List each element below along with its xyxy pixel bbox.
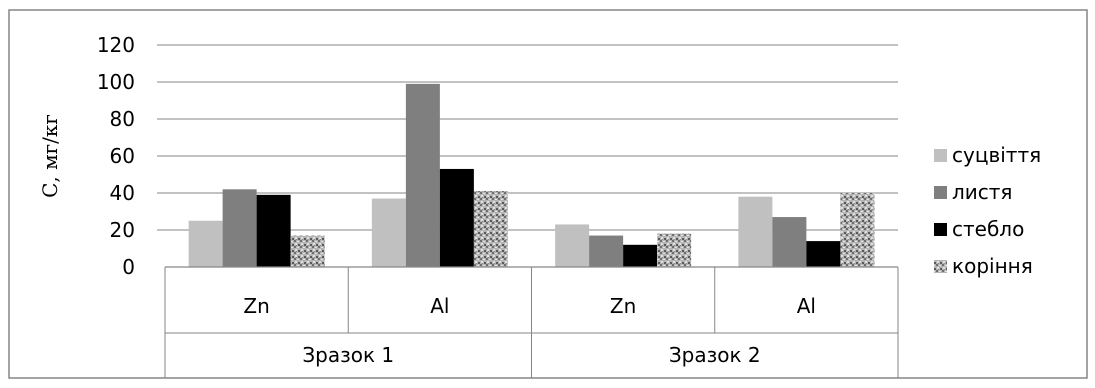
legend-swatch <box>934 260 947 273</box>
x-category-label: Al <box>430 294 449 318</box>
legend-label: стебло <box>952 217 1024 241</box>
y-axis-label: С, мг/кг <box>38 114 62 198</box>
y-tick-label: 60 <box>110 144 135 168</box>
legend-swatch <box>934 223 947 236</box>
bar <box>657 233 692 267</box>
x-group-label: Зразок 1 <box>302 343 394 367</box>
bar <box>738 196 773 267</box>
x-category-label: Al <box>797 294 816 318</box>
legend-swatch <box>934 149 947 162</box>
x-group-label: Зразок 2 <box>669 343 761 367</box>
x-category-label: Zn <box>243 294 269 318</box>
legend-label: листя <box>952 180 1012 204</box>
y-tick-label: 120 <box>97 33 135 57</box>
bar <box>623 244 658 267</box>
y-tick-label: 0 <box>122 255 135 279</box>
y-tick-label: 80 <box>110 107 135 131</box>
bar <box>806 241 841 267</box>
legend-swatch <box>934 186 947 199</box>
bar <box>405 83 440 267</box>
bar <box>188 220 223 267</box>
bar <box>589 235 624 267</box>
x-category-label: Zn <box>610 294 636 318</box>
y-tick-label: 100 <box>97 70 135 94</box>
labels: 0 20 40 60 80 100 120 С, мг/кг Zn Al Zn Al Зразок 1 З… <box>38 33 816 367</box>
bar <box>439 168 474 267</box>
y-tick-label: 20 <box>110 218 135 242</box>
bars <box>188 83 875 267</box>
bar <box>772 217 807 267</box>
legend-label: суцвіття <box>952 143 1041 167</box>
bar <box>256 194 291 267</box>
legend: суцвіття листя стебло коріння <box>934 143 1041 278</box>
bar <box>555 224 590 267</box>
bar <box>840 193 875 267</box>
bar <box>222 189 257 267</box>
legend-label: коріння <box>952 254 1033 278</box>
chart-border <box>8 9 1088 379</box>
y-tick-label: 40 <box>110 181 135 205</box>
bar <box>290 235 325 267</box>
axes <box>164 266 899 378</box>
bar <box>473 191 508 267</box>
bar <box>371 198 406 267</box>
